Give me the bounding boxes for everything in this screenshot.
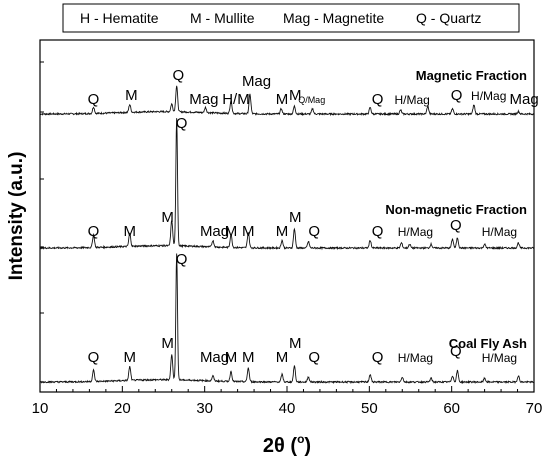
- peak-label: Q/Mag: [298, 95, 325, 105]
- peak-label: M: [276, 349, 289, 366]
- peak-label: Q: [372, 223, 384, 240]
- legend-entry-magnetite: Mag - Magnetite: [283, 10, 384, 26]
- peak-label: M: [289, 209, 302, 226]
- peak-label: H/Mag: [398, 351, 433, 365]
- peak-label: Mag: [189, 91, 218, 108]
- x-axis-title-degree: o: [297, 432, 304, 446]
- peak-label: Q: [88, 91, 100, 108]
- y-axis: [40, 61, 44, 383]
- peak-label: Q: [450, 217, 462, 234]
- x-axis: 10 20 30 40 50 60 70: [32, 386, 543, 417]
- x-tick-label: 40: [279, 400, 296, 417]
- peak-label: M: [225, 349, 238, 366]
- peak-label: M: [123, 223, 136, 240]
- peak-label: M: [161, 335, 174, 352]
- x-tick-label: 50: [361, 400, 378, 417]
- peak-label: M: [123, 349, 136, 366]
- peak-label: M: [289, 335, 302, 352]
- peak-label: Q: [176, 251, 188, 268]
- peak-label: M: [276, 223, 289, 240]
- diffraction-pattern-line: [39, 253, 535, 385]
- legend-box: [62, 3, 520, 33]
- peak-label: Mag: [200, 223, 229, 240]
- legend-entry-mullite: M - Mullite: [190, 10, 255, 26]
- peak-label: Q: [176, 115, 188, 132]
- peak-label: H/Mag: [471, 89, 506, 103]
- y-axis-title: Intensity (a.u.): [6, 152, 27, 281]
- legend: H - Hematite M - Mullite Mag - Magnetite…: [62, 3, 520, 33]
- peak-label: Q: [308, 349, 320, 366]
- peak-label: Q: [172, 67, 184, 84]
- legend-entry-hematite: H - Hematite: [80, 10, 159, 26]
- x-axis-title: 2θ (o): [263, 432, 311, 457]
- peak-label: M: [242, 349, 255, 366]
- peak-label: M: [225, 223, 238, 240]
- diffraction-pattern-line: [39, 118, 535, 251]
- x-tick-label: 60: [443, 400, 460, 417]
- peak-label: Q: [450, 343, 462, 360]
- peak-label: Q: [372, 91, 384, 108]
- series-name-label: Coal Fly Ash: [449, 336, 527, 351]
- peak-label: M: [276, 91, 289, 108]
- x-tick-label: 10: [32, 400, 49, 417]
- peak-label: M: [289, 87, 302, 104]
- series-name-label: Magnetic Fraction: [416, 68, 527, 83]
- peak-label: Q: [88, 349, 100, 366]
- peak-label: Q: [88, 223, 100, 240]
- peak-label: H/Mag: [394, 93, 429, 107]
- peak-label: Q: [372, 349, 384, 366]
- x-axis-title-main: 2θ (: [263, 435, 297, 457]
- peak-label: M: [161, 209, 174, 226]
- peak-label: Mag: [200, 349, 229, 366]
- peak-label: H/Mag: [482, 351, 517, 365]
- peak-label: Mag: [510, 91, 539, 108]
- series-name-label: Non-magnetic Fraction: [385, 202, 527, 217]
- peak-label: Mag: [242, 73, 271, 90]
- peak-label: Q: [451, 87, 463, 104]
- peak-label: H/Mag: [482, 225, 517, 239]
- peak-label: H/Mag: [398, 225, 433, 239]
- peak-label: Q: [308, 223, 320, 240]
- legend-entry-quartz: Q - Quartz: [416, 10, 481, 26]
- x-axis-title-close: ): [304, 435, 311, 457]
- x-tick-label: 20: [114, 400, 131, 417]
- x-tick-label: 70: [526, 400, 543, 417]
- peak-label: M: [242, 223, 255, 240]
- diffraction-pattern-line: [39, 85, 535, 117]
- x-tick-label: 30: [196, 400, 213, 417]
- peak-label: H/M: [222, 91, 250, 108]
- peak-label: M: [125, 87, 138, 104]
